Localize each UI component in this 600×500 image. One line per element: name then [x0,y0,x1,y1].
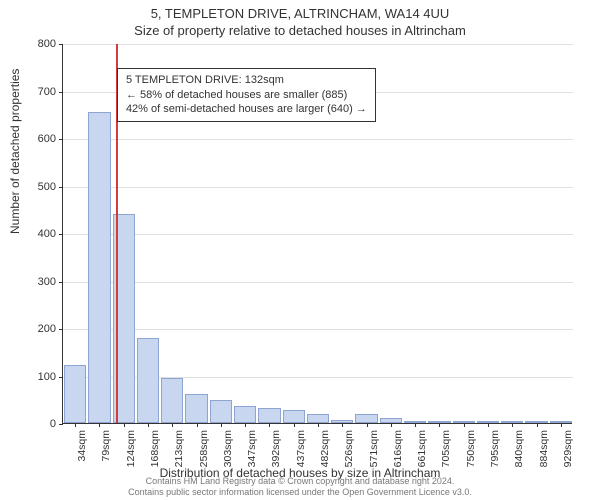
x-tick-mark [512,423,513,427]
annotation-line-1: 5 TEMPLETON DRIVE: 132sqm [126,73,367,88]
annotation-line-2: ← 58% of detached houses are smaller (88… [126,88,367,103]
y-tick-label: 100 [16,371,56,383]
x-tick-mark [221,423,222,427]
grid-line [63,44,573,45]
histogram-bar [88,112,110,423]
histogram-bar [307,414,329,423]
y-tick-mark [59,234,63,235]
grid-line [63,139,573,140]
y-tick-mark [59,329,63,330]
x-tick-mark [99,423,100,427]
y-tick-label: 700 [16,86,56,98]
x-tick-mark [172,423,173,427]
x-tick-mark [561,423,562,427]
grid-line [63,187,573,188]
x-tick-mark [464,423,465,427]
histogram-bar [283,410,305,423]
x-tick-mark [245,423,246,427]
x-tick-mark [124,423,125,427]
footer-line-1: Contains HM Land Registry data © Crown c… [0,476,600,487]
x-tick-mark [75,423,76,427]
x-tick-mark [197,423,198,427]
grid-line [63,234,573,235]
chart-subtitle: Size of property relative to detached ho… [0,23,600,42]
histogram-bar [355,414,377,424]
y-tick-label: 800 [16,38,56,50]
histogram-bar [137,338,159,424]
y-tick-mark [59,377,63,378]
y-tick-label: 200 [16,323,56,335]
x-tick-mark [439,423,440,427]
x-tick-mark [148,423,149,427]
grid-line [63,329,573,330]
y-tick-label: 500 [16,181,56,193]
y-tick-label: 300 [16,276,56,288]
x-tick-mark [269,423,270,427]
y-tick-mark [59,44,63,45]
y-tick-label: 600 [16,133,56,145]
x-tick-mark [367,423,368,427]
y-tick-mark [59,282,63,283]
histogram-bar [258,408,280,423]
y-tick-mark [59,92,63,93]
histogram-bar [210,400,232,423]
x-tick-mark [318,423,319,427]
x-tick-mark [537,423,538,427]
histogram-bar [185,394,207,423]
x-tick-mark [294,423,295,427]
chart-container: 5, TEMPLETON DRIVE, ALTRINCHAM, WA14 4UU… [0,0,600,500]
footer-line-2: Contains public sector information licen… [0,487,600,498]
x-tick-mark [342,423,343,427]
chart-footer: Contains HM Land Registry data © Crown c… [0,476,600,498]
annotation-box: 5 TEMPLETON DRIVE: 132sqm ← 58% of detac… [117,68,376,123]
x-tick-mark [415,423,416,427]
y-tick-mark [59,187,63,188]
y-tick-mark [59,424,63,425]
histogram-bar [161,378,183,423]
y-tick-label: 0 [16,418,56,430]
grid-line [63,282,573,283]
y-tick-label: 400 [16,228,56,240]
histogram-bar [234,406,256,423]
x-tick-mark [391,423,392,427]
x-tick-mark [488,423,489,427]
plot-area: 5 TEMPLETON DRIVE: 132sqm ← 58% of detac… [62,44,572,424]
y-tick-mark [59,139,63,140]
chart-title: 5, TEMPLETON DRIVE, ALTRINCHAM, WA14 4UU [0,0,600,23]
annotation-line-3: 42% of semi-detached houses are larger (… [126,102,367,117]
histogram-bar [64,365,86,423]
